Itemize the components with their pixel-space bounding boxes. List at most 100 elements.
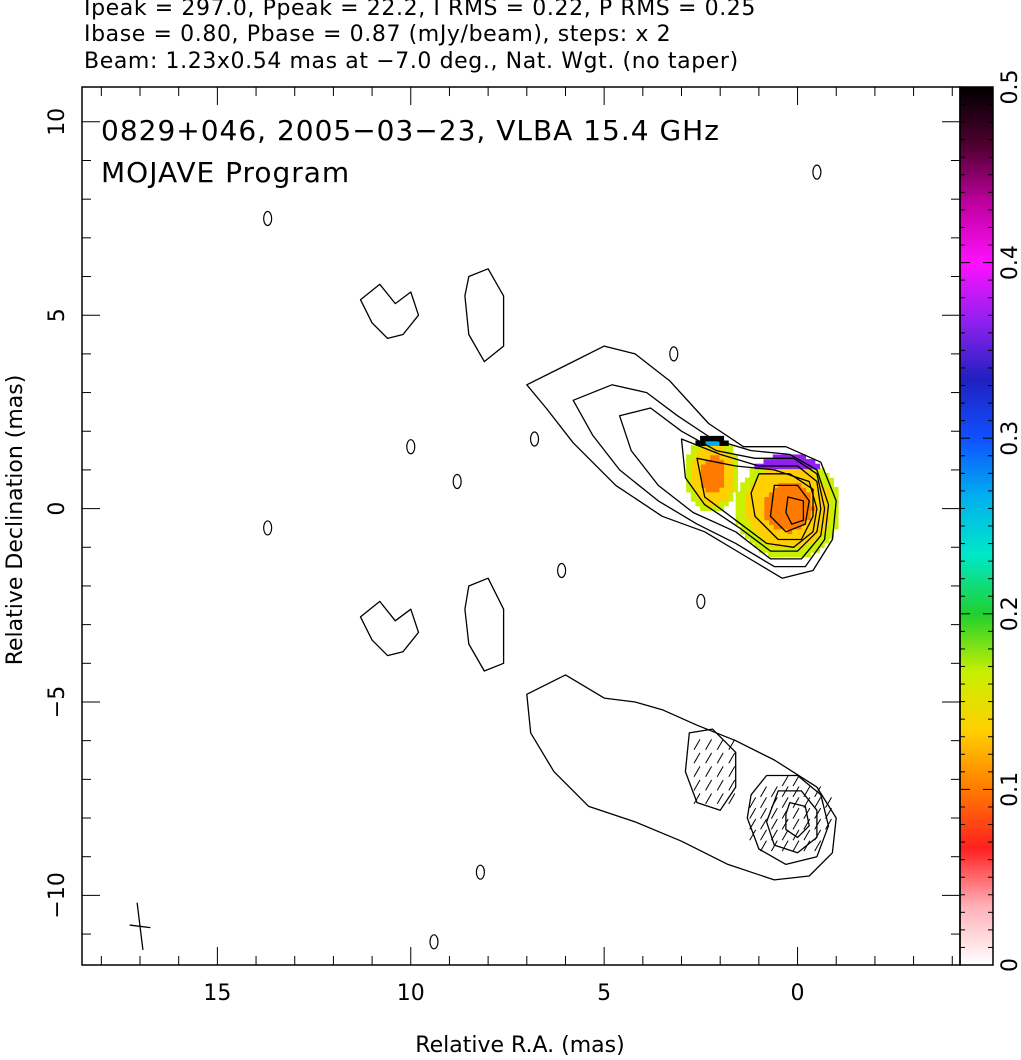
- polarization-pixel: [819, 533, 825, 539]
- polarization-vector: [792, 797, 800, 808]
- contour-line: [680, 438, 822, 552]
- polarization-pixel: [732, 482, 739, 488]
- polarization-pixel: [763, 500, 769, 507]
- polarization-vector: [693, 779, 701, 791]
- polarization-pixel: [686, 486, 692, 493]
- polarization-pixel: [796, 537, 802, 544]
- polarization-pixel: [754, 496, 760, 502]
- polarization-pixel: [740, 496, 746, 502]
- polarization-pixel: [777, 500, 783, 507]
- polarization-pixel: [786, 551, 793, 558]
- polarization-pixel: [700, 477, 706, 484]
- polarization-pixel: [763, 486, 769, 493]
- polarization-pixel: [828, 496, 834, 502]
- polarization-pixel: [814, 463, 821, 470]
- polarization-pixel: [782, 514, 788, 521]
- contour-line: [464, 577, 505, 672]
- polarization-pixel: [754, 510, 760, 516]
- polarization-pixel: [709, 440, 715, 446]
- colorbar-tick-label: 0.2: [998, 596, 1021, 631]
- polarization-pixel: [744, 514, 751, 521]
- polarization-pixel: [805, 473, 811, 479]
- polarization-pixel: [744, 486, 751, 493]
- polarization-pixel: [686, 468, 692, 474]
- header-line-peaks: Ipeak = 297.0, Ppeak = 22.2, I RMS = 0.2…: [84, 0, 756, 21]
- polarization-pixel: [758, 482, 765, 488]
- polarization-vector: [781, 829, 789, 841]
- polarization-pixel: [819, 510, 825, 516]
- polarization-pixel: [744, 482, 751, 488]
- polarization-vector: [716, 766, 724, 778]
- contour-line: [769, 484, 810, 533]
- polarization-pixel: [723, 477, 729, 484]
- polarization-pixel: [758, 524, 765, 530]
- polarization-pixel: [758, 542, 765, 549]
- polarization-pixel: [791, 491, 797, 498]
- polarization-pixel: [758, 537, 765, 544]
- polarization-pixel: [709, 477, 715, 484]
- polarization-pixel: [800, 491, 807, 498]
- polarization-pixel: [782, 533, 788, 539]
- polarization-pixel: [772, 510, 779, 516]
- polarization-pixel: [704, 440, 711, 446]
- polarization-pixel: [833, 510, 839, 516]
- polarization-pixel: [768, 537, 774, 544]
- polarization-pixel: [718, 491, 725, 498]
- polarization-pixel: [777, 477, 783, 484]
- polarization-pixel: [709, 491, 715, 498]
- polarization-pixel: [809, 477, 816, 484]
- polarization-pixel: [819, 505, 825, 511]
- polarization-vector: [728, 766, 736, 778]
- polarization-pixel: [744, 500, 751, 507]
- polarization-pixel: [695, 491, 701, 498]
- polarization-pixel: [772, 459, 779, 465]
- polarization-pixel: [749, 528, 756, 535]
- polarization-pixel: [809, 473, 816, 479]
- polarization-pixel: [768, 473, 774, 479]
- contour-island: [669, 346, 679, 362]
- polarization-pixel: [735, 496, 742, 502]
- y-tick-label: 5: [45, 308, 70, 322]
- polarization-pixel: [704, 500, 711, 507]
- polarization-pixel: [800, 463, 807, 470]
- polarization-vector: [825, 807, 832, 819]
- polarization-pixel: [700, 473, 706, 479]
- polarization-vector: [693, 739, 701, 750]
- polarization-pixel: [714, 496, 720, 502]
- polarization-pixel: [754, 524, 760, 530]
- polarization-pixel: [800, 473, 807, 479]
- polarization-pixel: [805, 491, 811, 498]
- polarization-pixel: [704, 473, 711, 479]
- polarization-pixel: [735, 505, 742, 511]
- polarization-pixel: [695, 468, 701, 474]
- polarization-pixel: [791, 505, 797, 511]
- polarization-vector: [705, 752, 713, 764]
- polarization-vector: [803, 807, 811, 819]
- polarization-pixel: [796, 473, 802, 479]
- fractional-polarization-image: [686, 435, 839, 558]
- polarization-pixel: [791, 468, 797, 474]
- polarization-vector: [792, 818, 800, 830]
- contour-line: [684, 728, 737, 811]
- polarization-pixel: [732, 454, 739, 460]
- polarization-pixel: [796, 542, 802, 549]
- polarization-pixel: [768, 477, 774, 484]
- polarization-pixel: [763, 496, 769, 502]
- polarization-pixel: [777, 491, 783, 498]
- polarization-pixel: [695, 482, 701, 488]
- polarization-pixel: [690, 491, 697, 498]
- polarization-pixel: [727, 496, 734, 502]
- polarization-pixel: [777, 533, 783, 539]
- polarization-pixel: [758, 500, 765, 507]
- polarization-pixel: [782, 524, 788, 530]
- contour-line: [359, 600, 420, 657]
- polarization-pixel: [758, 486, 765, 493]
- polarization-pixel: [768, 496, 774, 502]
- polarization-pixel: [754, 468, 760, 474]
- polarization-pixel: [758, 477, 765, 484]
- polarization-pixel: [758, 468, 765, 474]
- polarization-pixel: [791, 551, 797, 558]
- polarization-pixel: [772, 514, 779, 521]
- beam-minor-axis: [129, 924, 151, 929]
- polarization-pixel: [718, 486, 725, 493]
